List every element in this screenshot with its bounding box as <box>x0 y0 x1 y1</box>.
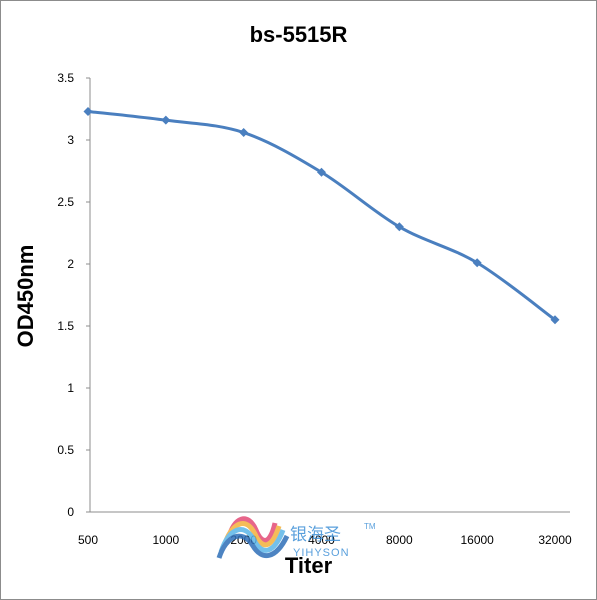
yihyson-watermark-logo: 银海圣 TM YIHYSON <box>216 516 376 559</box>
y-tick-label: 1 <box>67 381 74 395</box>
data-point-marker <box>550 315 560 325</box>
x-tick-label: 1000 <box>152 533 179 547</box>
data-point-marker <box>161 115 171 125</box>
series-layer <box>83 106 560 325</box>
y-tick-labels: 0 0.5 1 1.5 2 2.5 3 3.5 <box>57 71 74 519</box>
x-tick-label: 4000 <box>308 533 335 547</box>
x-tick-label: 500 <box>78 533 98 547</box>
data-point-marker <box>394 222 404 232</box>
yihyson-logo-icon <box>216 516 290 559</box>
x-tick-label: 8000 <box>386 533 413 547</box>
y-tick-label: 0.5 <box>57 443 74 457</box>
y-tick-label: 3 <box>67 133 74 147</box>
y-tick-label: 2.5 <box>57 195 74 209</box>
y-tick-label: 2 <box>67 257 74 271</box>
y-tick-label: 3.5 <box>57 71 74 85</box>
data-point-marker <box>472 258 482 268</box>
y-tick-label: 1.5 <box>57 319 74 333</box>
x-axis-title: Titer <box>284 553 333 578</box>
watermark-english-text: YIHYSON <box>293 547 350 559</box>
y-tick-label: 0 <box>67 505 74 519</box>
data-point-marker <box>317 167 326 177</box>
watermark-tm: TM <box>364 522 376 531</box>
data-point-marker <box>239 128 249 138</box>
watermark-chinese-text: 银海圣 <box>290 525 341 545</box>
x-tick-label: 32000 <box>538 533 572 547</box>
series-line <box>87 109 556 322</box>
axes <box>86 77 570 513</box>
data-point-marker <box>83 106 93 116</box>
x-tick-label: 16000 <box>460 533 494 547</box>
chart-title: bs-5515R <box>249 22 348 47</box>
